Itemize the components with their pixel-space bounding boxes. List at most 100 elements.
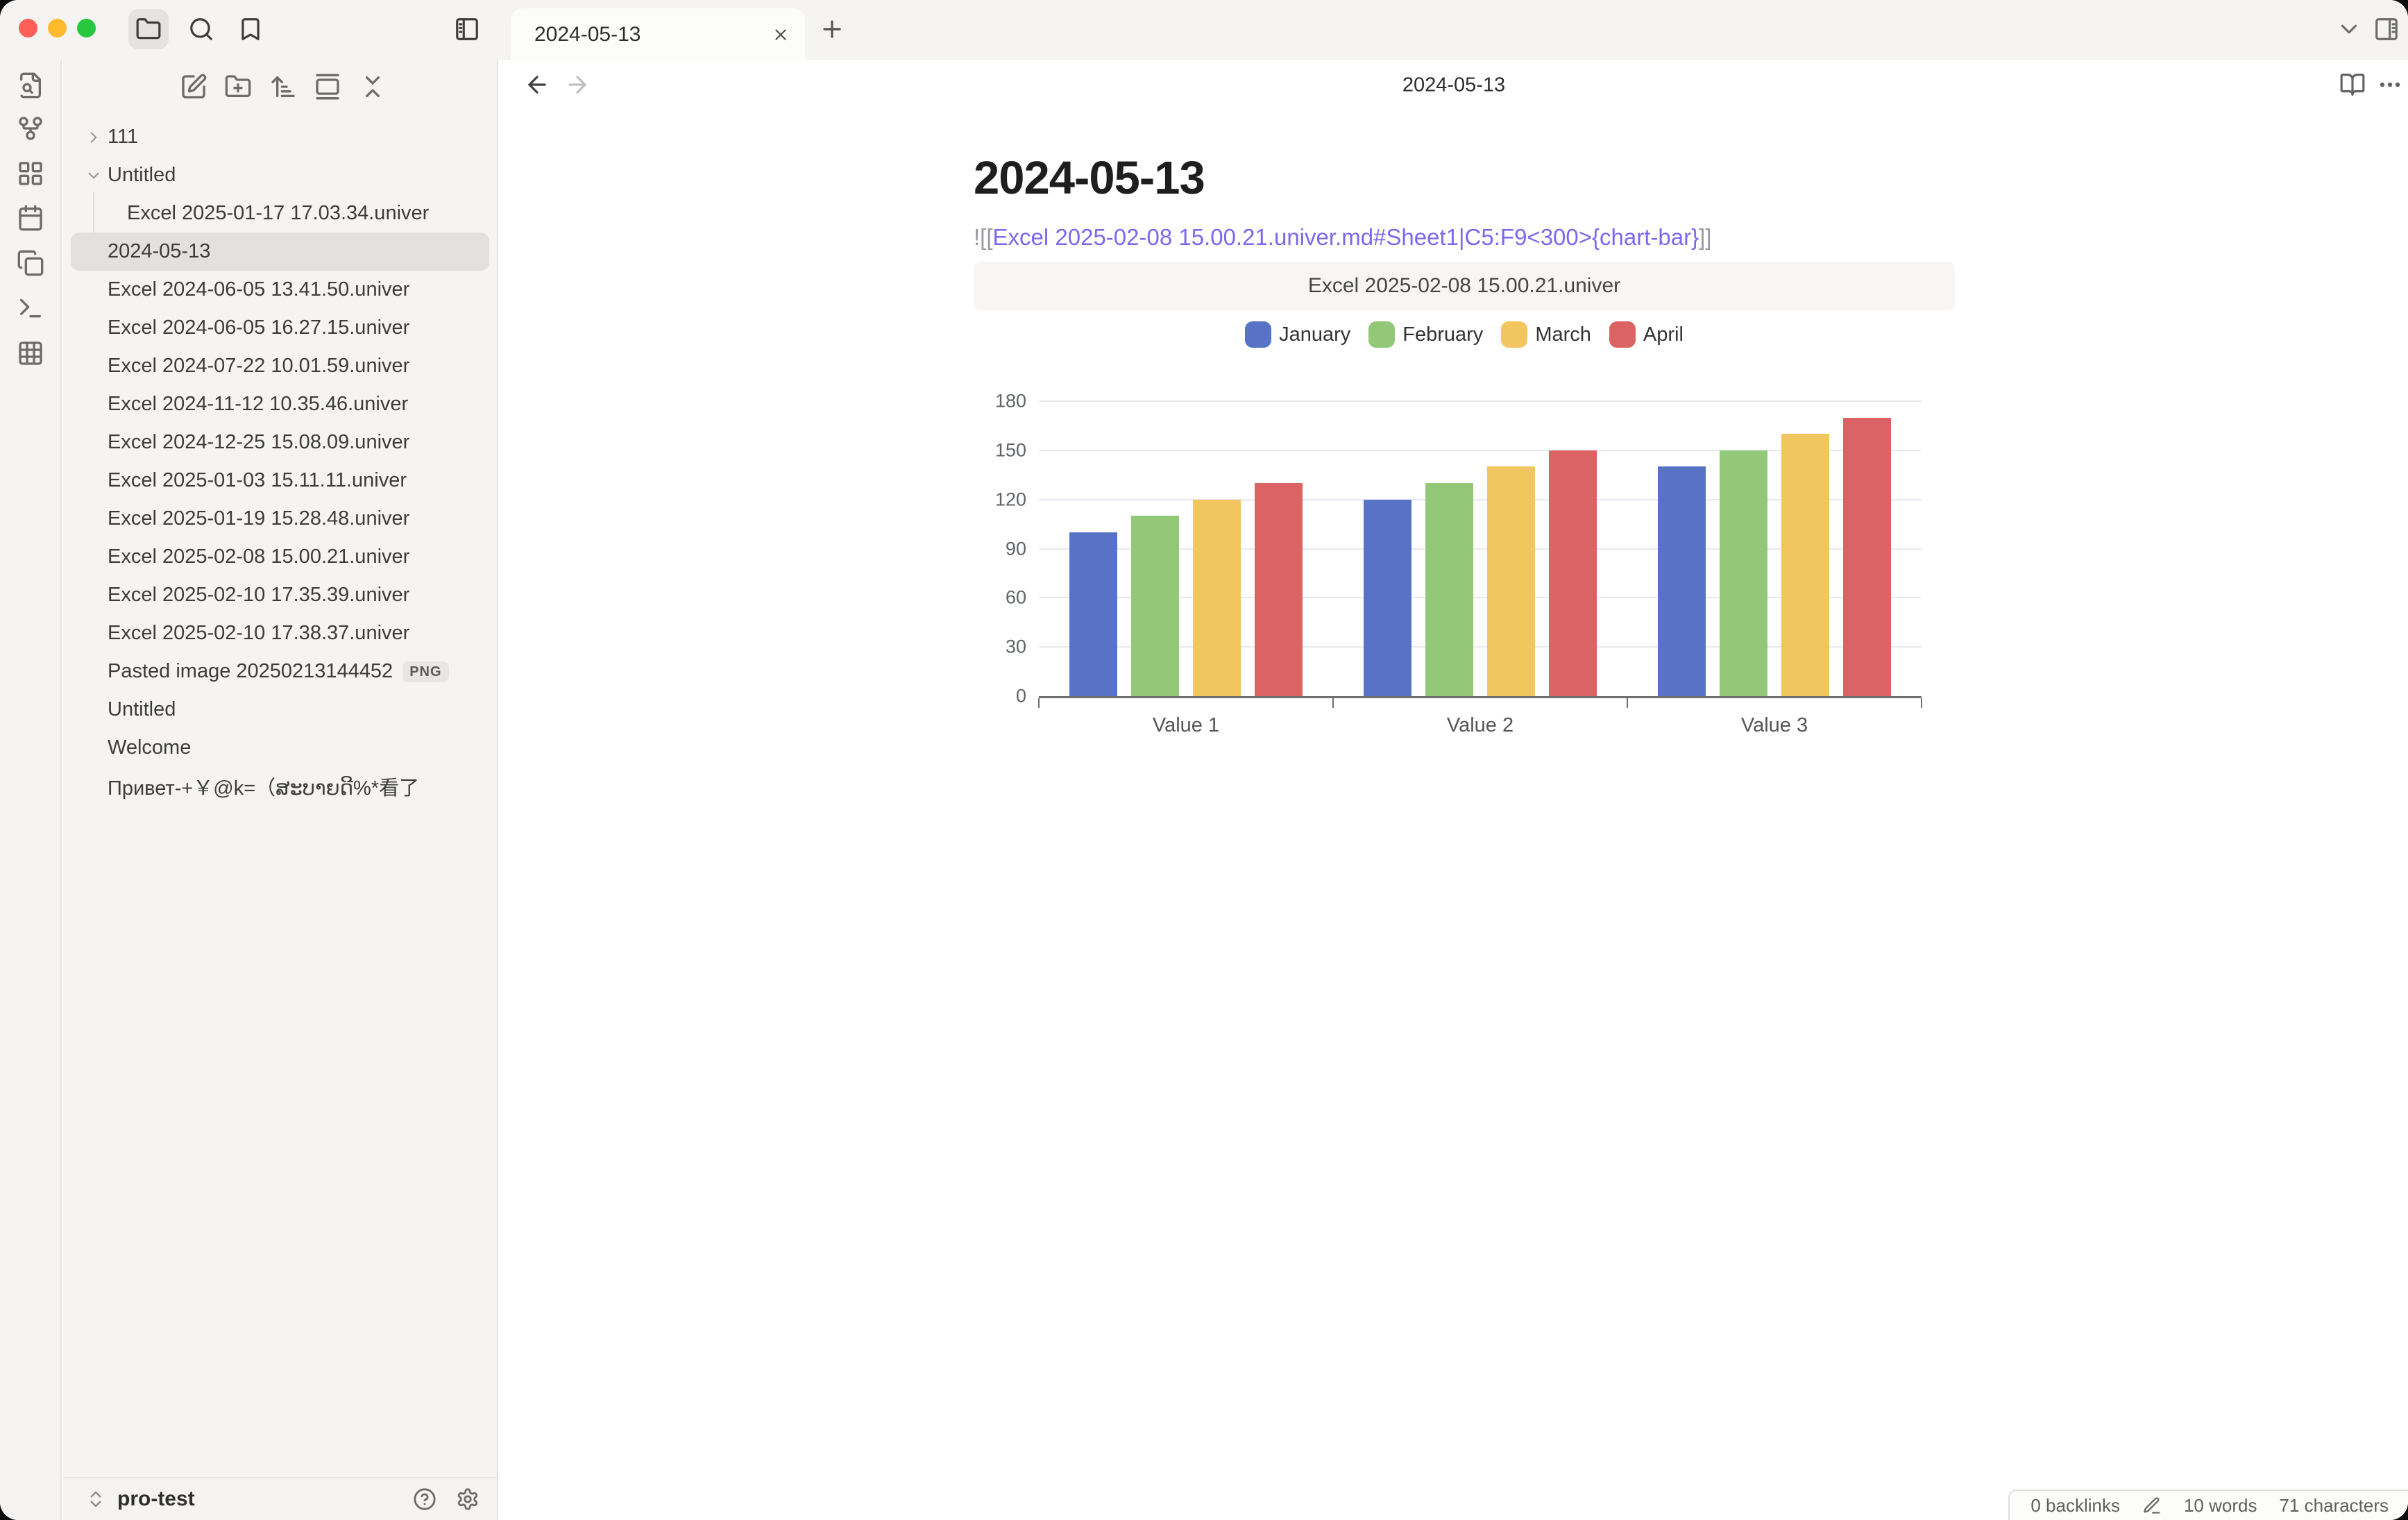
bar[interactable]: [1487, 466, 1535, 696]
legend-item[interactable]: January: [1245, 321, 1350, 348]
navigate-forward-button[interactable]: [561, 68, 594, 101]
tab-close-button[interactable]: [770, 24, 791, 45]
legend-item[interactable]: March: [1501, 321, 1591, 348]
x-axis-tick: [1921, 698, 1922, 708]
backlinks-count[interactable]: 0 backlinks: [2030, 1494, 2120, 1516]
bar[interactable]: [1843, 417, 1891, 696]
legend-item[interactable]: February: [1368, 321, 1483, 348]
main-pane: 2024-05-13 2024-05-13 ![[Excel 2025-02-0…: [500, 60, 2408, 1520]
rail-item-templates[interactable]: [12, 245, 49, 281]
y-axis-label: 120: [994, 489, 1026, 510]
file-item[interactable]: Excel 2024-07-22 10.01.59.univer: [71, 347, 489, 385]
chart-legend: January February March April: [974, 320, 1955, 349]
navigate-back-button[interactable]: [520, 68, 554, 101]
file-item[interactable]: Excel 2025-02-10 17.35.39.univer: [71, 576, 489, 614]
bar-group: [1627, 403, 1922, 696]
x-axis-label: Value 2: [1446, 714, 1514, 736]
copy-icon: [17, 249, 44, 277]
vault-name[interactable]: pro-test: [117, 1487, 195, 1510]
embed-source-line: ![[Excel 2025-02-08 15.00.21.univer.md#S…: [974, 224, 1955, 251]
minimize-window-button[interactable]: [48, 19, 67, 37]
file-item[interactable]: Привет-+￥@k=（ສະບາຍດີ%*看了: [71, 767, 489, 805]
bar[interactable]: [1425, 483, 1473, 696]
file-item-label: Welcome: [108, 736, 192, 759]
file-item[interactable]: Excel 2025-01-19 15.28.48.univer: [71, 500, 489, 538]
file-item[interactable]: Excel 2024-11-12 10.35.46.univer: [71, 385, 489, 423]
bar[interactable]: [1549, 450, 1597, 696]
embed-title-bar[interactable]: Excel 2025-02-08 15.00.21.univer: [974, 262, 1955, 310]
bar[interactable]: [1255, 483, 1303, 696]
indent-guide: [93, 192, 94, 234]
file-item-label: 111: [108, 126, 139, 148]
legend-swatch: [1501, 321, 1528, 348]
file-item-label: Excel 2025-02-10 17.35.39.univer: [108, 584, 410, 606]
legend-item[interactable]: April: [1609, 321, 1684, 348]
right-sidebar-toggle-button[interactable]: [2366, 9, 2407, 49]
file-item[interactable]: Excel 2024-06-05 16.27.15.univer: [71, 309, 489, 347]
legend-label: January: [1279, 323, 1351, 346]
file-item[interactable]: Excel 2025-01-17 17.03.34.univer: [71, 192, 489, 234]
sort-ascending-icon: [269, 73, 297, 101]
help-button[interactable]: [412, 1487, 437, 1512]
new-note-button[interactable]: [178, 71, 210, 103]
close-window-button[interactable]: [19, 19, 37, 37]
legend-swatch: [1368, 321, 1396, 348]
bar[interactable]: [1781, 434, 1829, 696]
file-item[interactable]: Untitled: [71, 691, 489, 729]
folder-item[interactable]: 111: [71, 118, 489, 156]
rail-item-daily-note[interactable]: [12, 200, 49, 236]
bookmark-icon: [237, 16, 264, 42]
file-item[interactable]: Excel 2024-06-05 13.41.50.univer: [71, 271, 489, 309]
left-sidebar-toggle-button[interactable]: [447, 9, 487, 49]
chevron-right-icon[interactable]: [85, 128, 103, 146]
files-tab-button[interactable]: [128, 9, 169, 49]
zoom-window-button[interactable]: [77, 19, 96, 37]
embed-source-suffix: ]]: [1699, 224, 1712, 250]
x-axis-label: Value 3: [1740, 714, 1808, 736]
file-item[interactable]: Excel 2025-01-03 15.11.11.univer: [71, 462, 489, 500]
more-options-button[interactable]: [2373, 68, 2407, 101]
legend-label: April: [1643, 323, 1684, 346]
settings-button[interactable]: [455, 1487, 480, 1512]
bar[interactable]: [1069, 532, 1117, 696]
collapse-all-button[interactable]: [357, 71, 389, 103]
new-tab-button[interactable]: [812, 9, 852, 49]
bar[interactable]: [1131, 516, 1179, 696]
bar[interactable]: [1720, 450, 1767, 696]
gridline: [1039, 449, 1922, 451]
rail-item-canvas[interactable]: [12, 155, 49, 192]
internal-link[interactable]: Excel 2025-02-08 15.00.21.univer.md#Shee…: [992, 224, 1699, 250]
rail-item-terminal[interactable]: [12, 290, 49, 326]
tab-list-button[interactable]: [2329, 9, 2369, 49]
file-item[interactable]: 2024-05-13: [71, 233, 489, 271]
file-item-label: Excel 2025-01-17 17.03.34.univer: [127, 202, 430, 224]
sort-order-button[interactable]: [267, 71, 299, 103]
word-count[interactable]: 10 words: [2183, 1494, 2257, 1516]
vault-row: pro-test: [63, 1477, 497, 1520]
rail-item-new-spreadsheet[interactable]: [12, 335, 49, 371]
file-item[interactable]: Excel 2025-02-08 15.00.21.univer: [71, 538, 489, 576]
rail-item-graph-view[interactable]: [12, 110, 49, 146]
character-count[interactable]: 71 characters: [2279, 1494, 2389, 1516]
file-item[interactable]: Excel 2024-12-25 15.08.09.univer: [71, 423, 489, 462]
folder-item[interactable]: Untitled: [71, 156, 489, 194]
tab[interactable]: 2024-05-13: [511, 8, 805, 61]
file-item[interactable]: Welcome: [71, 729, 489, 767]
reveal-current-file-button[interactable]: [312, 71, 344, 103]
global-search-button[interactable]: [181, 9, 221, 49]
edit-mode-button[interactable]: [2142, 1496, 2162, 1515]
bar[interactable]: [1658, 466, 1706, 696]
chevron-down-icon[interactable]: [85, 167, 103, 185]
bar[interactable]: [1364, 499, 1411, 696]
rail-item-open-file-search[interactable]: [12, 67, 49, 103]
file-item[interactable]: Excel 2025-02-10 17.38.37.univer: [71, 614, 489, 652]
vault-switcher[interactable]: [85, 1489, 106, 1510]
view-header: 2024-05-13: [500, 60, 2408, 111]
new-folder-button[interactable]: [222, 71, 254, 103]
bar[interactable]: [1193, 499, 1241, 696]
chevrons-up-down-icon: [85, 1489, 106, 1510]
file-item[interactable]: Pasted image 20250213144452 PNG: [71, 652, 489, 691]
bar-group: [1039, 403, 1333, 696]
reading-mode-button[interactable]: [2336, 68, 2369, 101]
bookmarks-button[interactable]: [230, 9, 271, 49]
